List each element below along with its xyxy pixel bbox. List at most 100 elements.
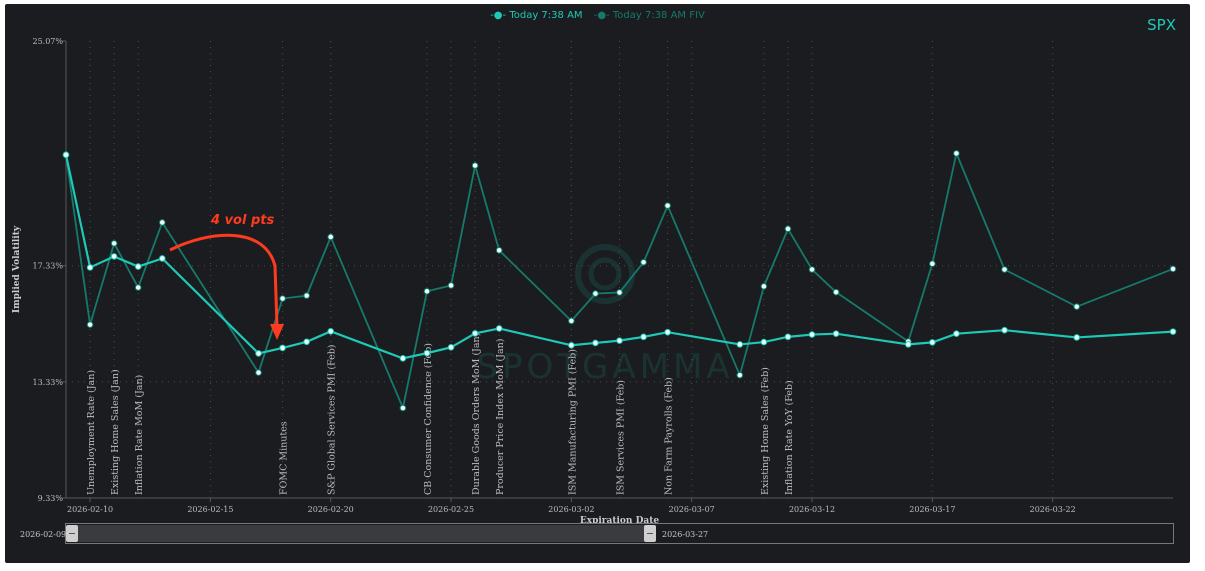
annotation-text: 4 vol pts — [210, 213, 274, 228]
data-point — [808, 266, 816, 273]
event-label: ISM Services PMI (Feb) — [616, 380, 627, 495]
x-tick-label: 2026-03-17 — [909, 505, 955, 514]
data-point — [423, 287, 431, 295]
data-point — [399, 355, 407, 362]
data-point — [447, 344, 455, 351]
event-label: Durable Goods Orders MoM (Jan) — [471, 333, 482, 495]
event-label: Inflation Rate YoY (Feb) — [784, 380, 795, 495]
data-point — [929, 260, 936, 267]
event-label: Existing Home Sales (Jan) — [110, 369, 121, 495]
y-axis-title: Implied Volatility — [12, 225, 22, 313]
data-point — [255, 350, 262, 357]
data-point — [495, 325, 503, 332]
legend-marker-icon: -●- — [593, 10, 610, 21]
data-point — [86, 264, 94, 271]
x-tick-label: 2026-03-12 — [789, 505, 835, 514]
data-point — [929, 339, 936, 346]
data-point — [784, 225, 792, 233]
legend-item-fiv[interactable]: -●- Today 7:38 AM FIV — [594, 10, 705, 21]
watermark-logo-icon — [588, 257, 622, 291]
event-label: S&P Global Services PMI (Feb) — [327, 344, 338, 495]
data-point — [1169, 328, 1177, 335]
series-line-fiv — [65, 150, 1174, 412]
data-point — [784, 333, 792, 341]
data-point — [640, 333, 647, 341]
data-point — [303, 338, 310, 346]
data-point — [953, 330, 960, 337]
legend-marker-icon: -●- — [490, 10, 507, 21]
data-point — [808, 331, 816, 338]
data-point — [592, 290, 599, 297]
data-point — [568, 317, 575, 325]
slider-selection[interactable] — [71, 525, 650, 542]
y-tick-label: 17.33% — [32, 262, 63, 271]
data-point — [736, 371, 744, 379]
data-point — [255, 369, 262, 376]
event-label: Inflation Rate MoM (Jan) — [134, 375, 145, 495]
slider-start-label: 2026-02-09 — [20, 530, 67, 539]
data-point — [1001, 266, 1008, 273]
x-tick-label: 2026-02-15 — [187, 505, 233, 514]
x-axis-title: Expiration Date — [580, 516, 660, 526]
series-line-today — [64, 154, 1174, 360]
annotation-arrow-head-icon — [270, 324, 284, 340]
data-point — [495, 247, 503, 254]
data-point — [616, 289, 623, 296]
data-point — [279, 295, 286, 302]
watermark-text: SPOTGAMMA — [476, 347, 733, 387]
data-point — [303, 292, 310, 299]
data-point — [158, 219, 166, 226]
x-tick-label: 2026-02-10 — [67, 505, 113, 514]
legend-item-today[interactable]: -●- Today 7:38 AM — [490, 10, 586, 21]
data-point — [86, 321, 94, 328]
data-point — [568, 341, 575, 349]
annotation-arrow — [169, 233, 279, 327]
data-point — [592, 339, 599, 347]
data-point — [447, 282, 455, 289]
date-range-slider[interactable] — [65, 523, 1174, 544]
data-point — [640, 258, 647, 266]
legend-label-today: Today 7:38 AM — [509, 10, 583, 21]
data-point — [832, 330, 840, 337]
data-point — [327, 233, 335, 241]
slider-end-label: 2026-03-27 — [662, 530, 709, 539]
slider-end-handle[interactable] — [644, 525, 656, 542]
data-point — [327, 328, 335, 335]
event-label: CB Consumer Confidence (Feb) — [423, 343, 434, 495]
slider-start-handle[interactable] — [66, 525, 78, 542]
y-tick-label: 25.07% — [32, 37, 63, 46]
data-point — [158, 255, 166, 262]
data-point — [110, 253, 118, 260]
event-label: ISM Manufacturing PMI (Feb) — [567, 349, 578, 495]
y-tick-label: 9.33% — [38, 494, 64, 503]
data-point — [904, 341, 912, 348]
event-label: Non Farm Payrolls (Feb) — [664, 377, 675, 495]
data-point — [760, 338, 768, 346]
legend: -●- Today 7:38 AM -●- Today 7:38 AM FIV — [5, 10, 1190, 21]
watermark-logo-icon — [575, 244, 635, 304]
data-point — [664, 202, 671, 209]
event-label: FOMC Minutes — [279, 421, 290, 495]
data-point — [471, 162, 479, 169]
data-point — [736, 341, 744, 348]
data-point — [134, 284, 142, 291]
data-point — [134, 263, 142, 270]
data-point — [1001, 326, 1008, 334]
data-point — [279, 344, 286, 352]
legend-label-fiv: Today 7:38 AM FIV — [612, 10, 705, 21]
volatility-chart: SPOTGAMMA 9.33% 13.33% 17.33% 25.07% 2026-02-… — [12, 37, 1177, 526]
ticker-symbol: SPX — [1147, 16, 1176, 34]
watermark: SPOTGAMMA — [476, 244, 733, 387]
data-point — [760, 283, 768, 290]
data-point — [423, 349, 431, 357]
data-point — [62, 151, 70, 159]
x-tick-label: 2026-03-02 — [548, 505, 594, 514]
data-point — [664, 328, 671, 336]
x-tick-label: 2026-03-22 — [1030, 505, 1076, 514]
event-label: Existing Home Sales (Feb) — [760, 367, 771, 495]
x-tick-label: 2026-03-07 — [669, 505, 715, 514]
data-point — [399, 404, 407, 412]
data-point — [616, 337, 623, 344]
y-tick-label: 13.33% — [32, 378, 63, 387]
x-tick-label: 2026-02-20 — [308, 505, 354, 514]
